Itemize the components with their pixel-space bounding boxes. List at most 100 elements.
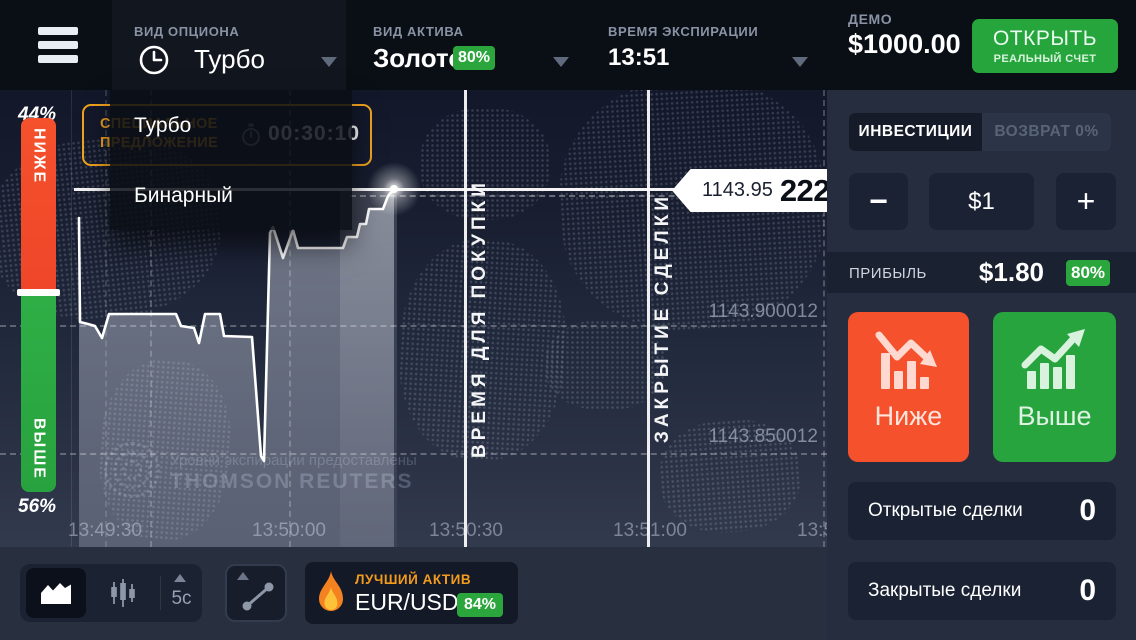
- chevron-up-icon: [174, 574, 186, 582]
- gauge-higher-label: ВЫШЕ: [30, 418, 48, 480]
- chart-type-area-button[interactable]: [26, 568, 86, 618]
- buy-time-line: [464, 90, 467, 547]
- menu-button[interactable]: [38, 27, 80, 67]
- recent-highlight-column: [340, 189, 397, 547]
- tab-return[interactable]: ВОЗВРАТ 0%: [982, 113, 1111, 151]
- grid-hline: [0, 325, 827, 327]
- higher-button[interactable]: Выше: [993, 312, 1116, 462]
- clock-icon: [139, 45, 169, 75]
- best-asset-panel[interactable]: ЛУЧШИЙ АКТИВ EUR/USD 84%: [305, 562, 518, 624]
- best-asset-payout-badge: 84%: [457, 593, 503, 617]
- divider: [160, 576, 161, 610]
- time-axis-label: 13:50:00: [252, 520, 326, 541]
- candlestick-chart-icon: [111, 579, 135, 607]
- bars-down-arrow-icon: [875, 331, 937, 389]
- open-real-account-button[interactable]: ОТКРЫТЬ РЕАЛЬНЫЙ СЧЕТ: [972, 19, 1118, 73]
- amount-decrease-button[interactable]: −: [849, 173, 908, 230]
- closed-trades-count: 0: [1079, 574, 1096, 607]
- option-type-caption: ВИД ОПЦИОНА: [134, 24, 240, 39]
- chevron-up-icon: [237, 572, 249, 580]
- option-type-section[interactable]: [112, 0, 346, 90]
- current-price-line: [74, 188, 678, 191]
- price-level-label: 1143.900012: [708, 301, 818, 322]
- open-trades-card[interactable]: Открытые сделки 0: [848, 482, 1116, 540]
- asset-type-value[interactable]: Золото: [373, 43, 465, 73]
- gauge-lower-bar: НИЖЕ: [21, 118, 56, 290]
- dropdown-item-binary[interactable]: Бинарный: [134, 184, 233, 207]
- profit-row: ПРИБЫЛЬ $1.80 80%: [827, 252, 1136, 293]
- profit-payout-badge: 80%: [1066, 260, 1110, 286]
- grid-hline: [0, 453, 827, 455]
- minus-icon: −: [869, 183, 888, 219]
- gauge-divider: [17, 289, 60, 296]
- chart-area-fill: [79, 189, 394, 547]
- closed-trades-label: Закрытые сделки: [868, 580, 1022, 601]
- account-type-label: ДЕМО: [848, 11, 893, 27]
- chart-region[interactable]: ВРЕМЯ ДЛЯ ПОКУПКИ ЗАКРЫТИЕ СДЕЛКИ 1143.9…: [0, 90, 827, 547]
- world-map-dots: [420, 108, 550, 220]
- timeframe-label: 5с: [171, 588, 192, 609]
- chart-type-candles-button[interactable]: [90, 568, 156, 618]
- time-axis-label: 13:51:00: [613, 520, 687, 541]
- trade-tabs: ИНВЕСТИЦИИ ВОЗВРАТ 0%: [849, 113, 1111, 151]
- best-asset-pair: EUR/USD: [355, 589, 459, 615]
- expiry-caption: ВРЕМЯ ЭКСПИРАЦИИ: [608, 24, 759, 39]
- buy-time-label: ВРЕМЯ ДЛЯ ПОКУПКИ: [469, 179, 490, 458]
- higher-button-label: Выше: [1017, 401, 1092, 431]
- trade-panel: ИНВЕСТИЦИИ ВОЗВРАТ 0% − $1 + ПРИБЫЛЬ $1.…: [827, 90, 1136, 640]
- open-real-line2: РЕАЛЬНЫЙ СЧЕТ: [993, 53, 1097, 65]
- asset-type-caption: ВИД АКТИВА: [373, 24, 464, 39]
- chevron-down-icon: [321, 57, 337, 67]
- asset-payout-badge: 80%: [453, 46, 495, 70]
- lower-button[interactable]: Ниже: [848, 312, 969, 462]
- open-real-line1: ОТКРЫТЬ: [992, 27, 1098, 50]
- best-asset-label: ЛУЧШИЙ АКТИВ: [355, 572, 472, 587]
- price-chart: [77, 162, 421, 547]
- account-balance: $1000.00: [848, 29, 961, 59]
- world-map-dots: [545, 320, 665, 410]
- amount-increase-button[interactable]: +: [1056, 173, 1116, 230]
- gauge-higher-bar: ВЫШЕ: [21, 296, 56, 492]
- expiry-value[interactable]: 13:51: [608, 44, 670, 71]
- time-axis-label: 13:49:30: [68, 520, 142, 541]
- higher-percent: 56%: [18, 496, 57, 517]
- price-marker: 1143.95 222: [672, 169, 827, 212]
- footer-toolbar: 5с ЛУЧШИЙ АКТИВ EUR/USD 84%: [0, 547, 827, 640]
- plus-icon: +: [1076, 183, 1096, 219]
- timeframe-selector[interactable]: 5с: [161, 564, 202, 622]
- option-type-value[interactable]: Турбо: [194, 44, 265, 74]
- bars-up-arrow-icon: [1021, 329, 1085, 389]
- gauge-lower-label: НИЖЕ: [30, 128, 48, 185]
- top-bar: ВИД ОПЦИОНА Турбо ВИД АКТИВА Золото 80% …: [0, 0, 1136, 90]
- chart-price-line: [77, 187, 396, 463]
- open-trades-label: Открытые сделки: [868, 500, 1023, 521]
- close-deal-line: [647, 90, 650, 547]
- price-marker-value: 1143.95: [702, 179, 773, 201]
- close-deal-label: ЗАКРЫТИЕ СДЕЛКИ: [652, 193, 673, 444]
- chevron-down-icon: [792, 57, 808, 67]
- area-chart-icon: [41, 583, 71, 604]
- sentiment-gauge: 44% НИЖЕ ВЫШЕ 56%: [0, 90, 70, 547]
- option-type-dropdown: Турбо Бинарный: [110, 90, 352, 230]
- open-trades-count: 0: [1079, 494, 1096, 527]
- price-level-label: 1143.850012: [708, 426, 818, 447]
- line-type-button[interactable]: [225, 564, 287, 622]
- grid-vline-right-edge: [823, 90, 825, 547]
- amount-input[interactable]: $1: [929, 173, 1034, 230]
- flame-icon: [319, 571, 343, 611]
- profit-label: ПРИБЫЛЬ: [849, 265, 927, 282]
- chevron-down-icon: [553, 57, 569, 67]
- closed-trades-card[interactable]: Закрытые сделки 0: [848, 562, 1116, 620]
- dropdown-item-turbo[interactable]: Турбо: [134, 114, 192, 137]
- line-chart-icon: [242, 582, 274, 611]
- profit-value: $1.80: [978, 257, 1044, 287]
- hamburger-icon: [38, 27, 78, 35]
- grid-vline: [105, 90, 107, 547]
- price-marker-ticks: 222: [779, 172, 827, 208]
- tab-investment[interactable]: ИНВЕСТИЦИИ: [849, 113, 982, 151]
- price-projection-dashed: [350, 195, 824, 197]
- time-axis-label: 13:5: [797, 520, 827, 541]
- plot-left-border: [71, 90, 72, 547]
- lower-button-label: Ниже: [874, 401, 943, 431]
